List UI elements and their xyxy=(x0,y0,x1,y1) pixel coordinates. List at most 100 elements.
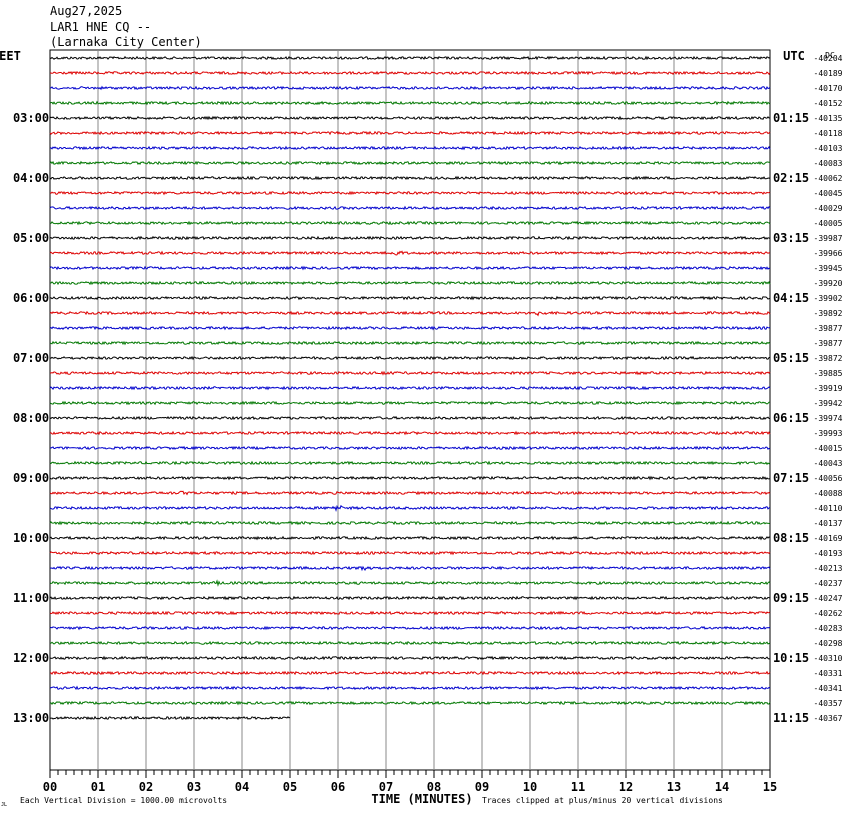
x-tick-label: 07 xyxy=(379,780,393,794)
seismic-trace xyxy=(50,70,771,76)
seismic-trace xyxy=(49,715,291,721)
dc-offset-label: -40045 xyxy=(814,189,843,198)
seismic-trace xyxy=(49,175,771,181)
dc-offset-label: -39993 xyxy=(814,429,843,438)
right-time-label: 09:15 xyxy=(773,591,809,605)
left-time-label: 07:00 xyxy=(13,351,49,365)
right-time-label: 04:15 xyxy=(773,291,809,305)
x-tick-label: 05 xyxy=(283,780,297,794)
dc-offset-label: -40357 xyxy=(814,699,843,708)
dc-offset-label: -40118 xyxy=(814,129,843,138)
left-time-label: 09:00 xyxy=(13,471,49,485)
dc-offset-label: -40056 xyxy=(814,474,843,483)
right-axis-label: UTC xyxy=(783,49,805,63)
x-tick-label: 13 xyxy=(667,780,681,794)
station-label: LAR1 HNE CQ -- xyxy=(50,20,152,34)
dc-offset-label: -40103 xyxy=(814,144,843,153)
seismic-trace xyxy=(49,100,771,106)
dc-offset-label: -39919 xyxy=(814,384,843,393)
dc-offset-label: -40062 xyxy=(814,174,843,183)
seismic-trace xyxy=(49,55,771,61)
x-tick-label: 02 xyxy=(139,780,153,794)
seismic-trace xyxy=(49,340,771,346)
x-tick-label: 06 xyxy=(331,780,345,794)
dc-offset-label: -40298 xyxy=(814,639,843,648)
left-time-label: 12:00 xyxy=(13,651,49,665)
seismic-trace xyxy=(49,400,771,406)
dc-offset-label: -40135 xyxy=(814,114,843,123)
dc-offset-label: -40088 xyxy=(814,489,843,498)
dc-offset-label: -39877 xyxy=(814,324,843,333)
x-tick-label: 03 xyxy=(187,780,201,794)
dc-offset-label: -40237 xyxy=(814,579,843,588)
dc-offset-label: -40262 xyxy=(814,609,843,618)
seismic-trace xyxy=(50,280,771,286)
seismic-trace xyxy=(49,85,771,91)
x-tick-label: 12 xyxy=(619,780,633,794)
seismic-trace xyxy=(49,235,771,241)
seismic-trace xyxy=(49,475,771,481)
dc-label: DC xyxy=(825,51,835,60)
dc-offset-label: -40193 xyxy=(814,549,843,558)
dc-offset-label: -39872 xyxy=(814,354,843,363)
seismic-trace xyxy=(49,220,771,226)
dc-offset-label: -40189 xyxy=(814,69,843,78)
dc-offset-label: -39987 xyxy=(814,234,843,243)
seismic-trace xyxy=(50,370,771,376)
corner-mark: JL xyxy=(1,802,7,808)
right-time-label: 11:15 xyxy=(773,711,809,725)
seismic-trace xyxy=(49,610,771,616)
seismic-trace xyxy=(49,565,771,572)
seismic-trace xyxy=(49,325,771,331)
seismic-trace xyxy=(49,504,771,512)
seismic-trace xyxy=(49,115,771,121)
dc-offset-label: -39885 xyxy=(814,369,843,378)
seismic-trace xyxy=(49,670,771,676)
dc-offset-label: -40213 xyxy=(814,564,843,573)
dc-offset-label: -40331 xyxy=(814,669,843,678)
x-tick-label: 15 xyxy=(763,780,777,794)
dc-offset-label: -40083 xyxy=(814,159,843,168)
seismic-trace xyxy=(49,640,771,646)
right-time-label: 06:15 xyxy=(773,411,809,425)
seismic-trace xyxy=(49,295,771,301)
seismic-trace xyxy=(49,205,771,211)
dc-offset-label: -39877 xyxy=(814,339,843,348)
seismic-trace xyxy=(49,700,771,706)
seismic-trace xyxy=(49,535,771,541)
dc-offset-label: -39902 xyxy=(814,294,843,303)
seismic-trace xyxy=(49,160,771,166)
seismic-trace xyxy=(49,550,771,556)
right-time-label: 08:15 xyxy=(773,531,809,545)
seismic-trace xyxy=(49,520,771,526)
dc-offset-label: -40043 xyxy=(814,459,843,468)
clip-note: Traces clipped at plus/minus 20 vertical… xyxy=(482,796,723,805)
right-time-label: 05:15 xyxy=(773,351,809,365)
left-time-label: 10:00 xyxy=(13,531,49,545)
dc-offset-label: -40169 xyxy=(814,534,843,543)
left-time-label: 13:00 xyxy=(13,711,49,725)
x-tick-label: 11 xyxy=(571,780,585,794)
x-tick-label: 09 xyxy=(475,780,489,794)
left-time-label: 06:00 xyxy=(13,291,49,305)
dc-offset-label: -40005 xyxy=(814,219,843,228)
right-time-label: 10:15 xyxy=(773,651,809,665)
left-time-label: 03:00 xyxy=(13,111,49,125)
x-tick-label: 10 xyxy=(523,780,537,794)
right-time-label: 01:15 xyxy=(773,111,809,125)
dc-offset-label: -40247 xyxy=(814,594,843,603)
seismic-trace xyxy=(50,445,771,451)
dc-offset-label: -39892 xyxy=(814,309,843,318)
seismic-trace xyxy=(49,655,771,661)
seismic-trace xyxy=(49,625,771,631)
dc-offset-label: -40152 xyxy=(814,99,843,108)
seismic-trace xyxy=(49,355,771,361)
seismic-trace xyxy=(49,579,771,587)
seismic-trace xyxy=(49,490,771,496)
left-time-label: 11:00 xyxy=(13,591,49,605)
left-time-label: 05:00 xyxy=(13,231,49,245)
x-tick-label: 01 xyxy=(91,780,105,794)
seismic-trace xyxy=(49,430,771,436)
dc-offset-label: -40137 xyxy=(814,519,843,528)
seismic-trace xyxy=(49,250,771,256)
